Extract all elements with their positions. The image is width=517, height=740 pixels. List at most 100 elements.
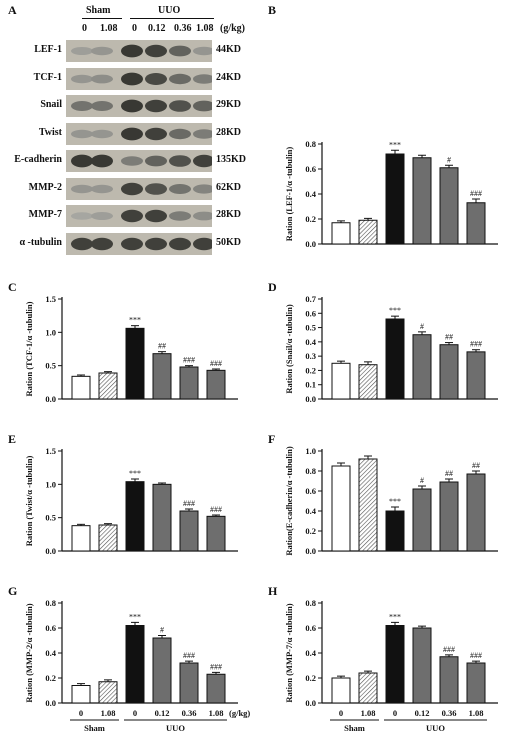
y-tick-label: 1.0 — [45, 479, 56, 489]
wb-band — [145, 237, 167, 250]
y-tick-label: 0.6 — [305, 164, 316, 174]
wb-dose-3: 0.12 — [148, 23, 166, 34]
wb-label-e-cadherin: E-cadherin — [14, 154, 62, 165]
wb-band — [121, 44, 143, 58]
bar — [439, 167, 459, 245]
significance-label: ## — [445, 469, 453, 478]
significance-label: *** — [129, 612, 141, 621]
wb-label-twist: Twist — [38, 126, 62, 138]
bar — [358, 458, 378, 552]
bar — [98, 524, 118, 552]
panel-c-letter: C — [8, 280, 17, 294]
bar — [331, 362, 351, 400]
wb-band — [71, 184, 93, 193]
y-tick-label: 0.6 — [305, 623, 316, 633]
significance-label: # — [420, 322, 424, 331]
significance-label: ### — [183, 356, 195, 365]
y-tick-label: 0.2 — [305, 214, 316, 224]
bar — [439, 481, 459, 552]
bar — [98, 681, 118, 704]
chart-b: 0.0 0.2 0.4 0.6 0.8 Ration (LEF-1/α -tubulin)… — [268, 130, 516, 275]
significance-label: ### — [470, 651, 482, 660]
wb-band — [121, 182, 143, 195]
y-tick-label: 0.5 — [305, 323, 316, 333]
bar — [412, 488, 432, 552]
x-tick-label: 1.08 — [209, 708, 224, 718]
bar — [71, 375, 91, 400]
wb-band — [193, 154, 212, 168]
wb-blot-snail — [66, 95, 212, 117]
wb-band — [91, 74, 113, 83]
wb-band — [91, 154, 113, 168]
wb-band — [71, 101, 93, 111]
x-tick-label: 1.08 — [469, 708, 484, 718]
bar — [179, 662, 199, 704]
bar — [385, 318, 405, 400]
wb-uuo-underline — [130, 18, 214, 19]
y-axis-label: Ration (MMP-2/α -tubulin) — [24, 603, 34, 702]
bar — [206, 515, 226, 552]
bar — [358, 672, 378, 704]
y-tick-label: 0.4 — [45, 648, 56, 658]
wb-kd-tubulin: 50KD — [216, 236, 241, 248]
chart-h: 0.0 0.2 0.4 0.6 0.8 Ration (MMP-7/α -tubulin)… — [268, 589, 516, 740]
y-tick-label: 0.0 — [305, 546, 316, 556]
wb-label-tubulin: α -tubulin — [19, 236, 62, 248]
chart-svg: 0.0 0.5 1.0 1.5 Ration (Twist/α -tubulin) ***… — [24, 446, 238, 556]
x-tick-label: 0.36 — [442, 708, 457, 718]
wb-band — [91, 46, 113, 56]
wb-band — [193, 237, 212, 250]
bar — [385, 153, 405, 245]
bar — [152, 353, 172, 400]
bar — [71, 525, 91, 552]
wb-blot-e-cadherin — [66, 150, 212, 172]
panel-b-letter: B — [268, 3, 277, 17]
bar — [331, 222, 351, 245]
significance-label: # — [420, 476, 424, 485]
bar — [466, 202, 486, 245]
bar — [206, 369, 226, 400]
x-tick-label: 0 — [393, 708, 397, 718]
wb-band — [71, 237, 93, 250]
bar — [439, 656, 459, 704]
y-axis-label: Ration (Twist/α -tubulin) — [24, 456, 34, 547]
wb-band — [91, 184, 113, 193]
significance-label: ## — [445, 333, 453, 342]
y-tick-label: 0.8 — [305, 139, 316, 149]
wb-band — [145, 155, 167, 167]
wb-blot-twist — [66, 122, 212, 145]
wb-kd-e-cadherin: 135KD — [216, 154, 246, 165]
significance-label: ## — [158, 342, 166, 351]
significance-label: ## — [472, 461, 480, 470]
significance-label: ### — [443, 645, 455, 654]
wb-group-uuo-label: UUO — [158, 5, 181, 16]
wb-band — [71, 74, 93, 83]
significance-label: ### — [183, 651, 195, 660]
chart-svg: 0.0 0.2 0.4 0.6 0.8 Ration (MMP-7/α -tubulin)… — [284, 598, 498, 733]
y-tick-label: 0.4 — [305, 189, 316, 199]
chart-svg: 0.0 0.5 1.0 1.5 Ration (TCF-1/α -tubulin) ***… — [24, 294, 238, 404]
wb-label-mmp-2: MMP-2 — [28, 181, 62, 193]
x-tick-label: 0.12 — [155, 708, 170, 718]
chart-svg: 0.0 0.2 0.4 0.6 0.8 Ration (LEF-1/α -tubulin)… — [284, 139, 498, 249]
group-label-uuo: UUO — [426, 723, 445, 733]
y-tick-label: 1.0 — [45, 327, 56, 337]
wb-band — [71, 47, 93, 55]
bar — [466, 473, 486, 552]
wb-blot-lef-1 — [66, 40, 212, 62]
group-label-uuo: UUO — [166, 723, 185, 733]
wb-sham-underline — [82, 18, 122, 19]
y-tick-label: 0.2 — [305, 673, 316, 683]
wb-band — [193, 46, 212, 56]
wb-band — [193, 128, 212, 139]
wb-band — [169, 237, 191, 250]
x-tick-label: 0 — [339, 708, 343, 718]
wb-band — [71, 212, 93, 220]
y-tick-label: 0.8 — [45, 598, 56, 608]
wb-band — [121, 209, 143, 223]
y-tick-label: 0.8 — [305, 466, 316, 476]
wb-band — [169, 155, 191, 167]
y-tick-label: 0.5 — [45, 513, 56, 523]
wb-band — [145, 209, 167, 223]
wb-kd-lef-1: 44KD — [216, 44, 241, 55]
